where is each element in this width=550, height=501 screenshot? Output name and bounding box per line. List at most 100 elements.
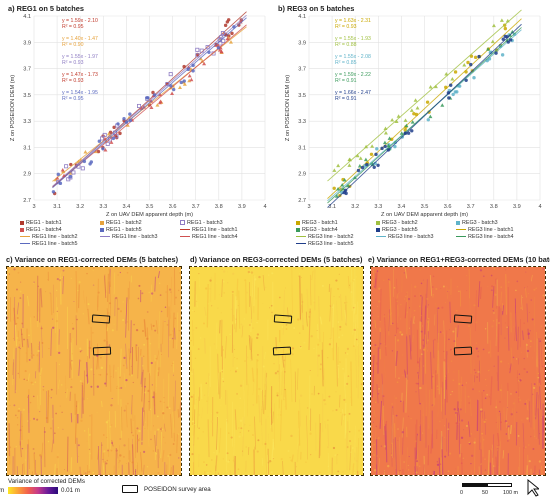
texture-streak (41, 442, 44, 459)
texture-streak (305, 474, 307, 475)
texture-speckle (132, 434, 135, 437)
texture-speckle (178, 457, 180, 459)
texture-speckle (37, 285, 39, 288)
texture-speckle (269, 460, 272, 463)
data-point (508, 38, 513, 42)
texture-speckle (47, 440, 50, 443)
texture-streak (40, 288, 43, 308)
texture-speckle (400, 400, 402, 403)
texture-speckle (87, 382, 90, 385)
texture-speckle (221, 369, 223, 372)
texture-streak (396, 278, 398, 305)
texture-speckle (211, 305, 213, 307)
texture-speckle (456, 411, 458, 413)
texture-speckle (123, 356, 126, 360)
texture-speckle (128, 373, 131, 375)
texture-speckle (516, 376, 518, 378)
data-point (506, 40, 510, 44)
texture-streak (134, 469, 137, 475)
texture-speckle (418, 305, 421, 308)
texture-speckle (17, 424, 19, 426)
texture-speckle (80, 419, 83, 422)
texture-speckle (106, 436, 108, 439)
texture-speckle (533, 472, 535, 475)
texture-speckle (319, 471, 321, 474)
texture-speckle (453, 340, 456, 343)
texture-speckle (84, 472, 87, 475)
texture-streak (484, 411, 486, 435)
legend-item: REG1 line - batch4 (180, 234, 238, 240)
texture-streak (443, 320, 446, 360)
texture-streak (348, 402, 351, 443)
texture-streak (7, 358, 10, 401)
texture-streak (50, 328, 53, 356)
texture-speckle (544, 276, 545, 278)
texture-speckle (230, 370, 232, 372)
texture-speckle (396, 339, 400, 342)
texture-streak (323, 368, 326, 401)
texture-speckle (505, 421, 508, 424)
texture-streak (354, 425, 356, 458)
data-point (219, 49, 224, 54)
texture-speckle (9, 404, 11, 406)
texture-speckle (61, 411, 63, 414)
texture-speckle (21, 425, 23, 428)
texture-speckle (43, 430, 46, 434)
texture-streak (59, 271, 62, 279)
texture-streak (491, 286, 495, 308)
data-point (477, 54, 481, 59)
texture-speckle (13, 404, 16, 407)
texture-speckle (280, 457, 283, 461)
texture-streak (264, 351, 266, 360)
texture-speckle (329, 337, 331, 339)
texture-streak (469, 327, 472, 374)
texture-speckle (172, 362, 174, 365)
scale-label-0: 0 (460, 490, 463, 496)
data-point (55, 176, 60, 180)
texture-streak (22, 464, 24, 475)
texture-streak (180, 446, 181, 464)
texture-speckle (490, 289, 493, 292)
y-tick-label: 2.7 (298, 198, 306, 204)
texture-streak (440, 387, 443, 412)
texture-speckle (139, 437, 141, 440)
legend-item: REG1 line - batch2 (20, 234, 78, 240)
texture-speckle (59, 405, 61, 407)
texture-streak (381, 402, 384, 421)
texture-streak (517, 326, 520, 350)
texture-speckle (299, 273, 300, 275)
texture-speckle (155, 453, 158, 455)
texture-speckle (33, 452, 36, 454)
texture-speckle (117, 307, 120, 311)
texture-speckle (543, 328, 545, 330)
texture-speckle (360, 434, 363, 437)
texture-streak (433, 470, 436, 475)
texture-speckle (272, 457, 274, 459)
texture-speckle (70, 386, 73, 389)
texture-speckle (352, 306, 355, 309)
texture-speckle (239, 407, 241, 409)
texture-streak (215, 465, 217, 475)
texture-speckle (480, 408, 483, 411)
texture-streak (489, 340, 492, 358)
colorbar-min-label: 0 m (0, 487, 5, 494)
texture-streak (374, 278, 377, 289)
texture-speckle (195, 327, 198, 329)
texture-streak (224, 336, 227, 359)
texture-speckle (517, 435, 520, 437)
data-point (500, 53, 505, 57)
texture-speckle (536, 390, 538, 392)
texture-speckle (221, 377, 224, 380)
data-point (404, 123, 409, 128)
scatter-chart-reg3: 2.72.93.13.33.53.73.94.13 3.1 3.2 3.3 3.4 3.5… (285, 9, 542, 218)
texture-speckle (466, 275, 468, 277)
texture-speckle (468, 402, 471, 405)
texture-streak (233, 420, 236, 457)
texture-speckle (518, 396, 521, 399)
texture-speckle (458, 290, 460, 292)
texture-speckle (311, 393, 313, 395)
texture-speckle (15, 390, 17, 392)
data-point (393, 144, 397, 149)
texture-speckle (444, 425, 445, 427)
texture-streak (104, 273, 107, 293)
